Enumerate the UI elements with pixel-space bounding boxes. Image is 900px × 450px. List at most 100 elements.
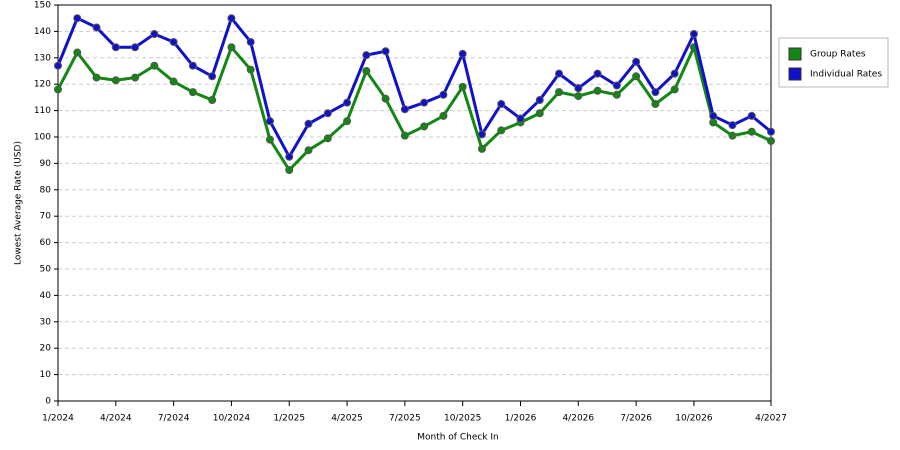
data-point — [246, 37, 255, 46]
series-line — [56, 15, 772, 160]
data-point — [767, 127, 775, 136]
y-tick-label: 40 — [40, 291, 52, 301]
data-point — [343, 98, 352, 107]
y-axis-title: Lowest Average Rate (USD) — [14, 141, 24, 265]
data-point — [555, 69, 564, 78]
data-point — [246, 65, 255, 74]
data-point — [747, 111, 756, 120]
data-point — [381, 94, 390, 103]
y-tick-label: 50 — [40, 265, 52, 275]
legend-label: Individual Rates — [810, 70, 882, 80]
data-point — [747, 127, 756, 136]
x-tick-label: 1/2026 — [505, 414, 537, 424]
x-tick-label: 4/2025 — [331, 414, 363, 424]
x-axis-title: Month of Check In — [417, 433, 499, 443]
data-point — [420, 98, 429, 107]
y-tick-label: 100 — [34, 133, 51, 143]
x-tick-label: 10/2024 — [213, 414, 251, 424]
data-point — [150, 30, 159, 39]
data-point — [612, 81, 621, 90]
data-point — [73, 14, 82, 23]
plot-frame — [57, 4, 772, 402]
data-point — [208, 72, 217, 81]
data-point — [574, 92, 583, 101]
y-tick-label: 130 — [34, 53, 51, 63]
y-tick-label: 30 — [40, 317, 52, 327]
x-tick-label: 4/2024 — [100, 414, 132, 424]
data-point — [535, 96, 544, 105]
data-point — [458, 49, 467, 58]
data-point — [477, 130, 486, 139]
data-point — [131, 73, 140, 82]
data-point — [304, 146, 313, 155]
data-point — [92, 23, 101, 32]
x-tick-label: 1/2024 — [42, 414, 74, 424]
x-tick-label: 10/2026 — [675, 414, 713, 424]
data-point — [477, 144, 486, 153]
data-point — [420, 122, 429, 131]
data-point — [670, 69, 679, 78]
data-point — [458, 82, 467, 91]
series-line — [56, 42, 772, 173]
data-point — [593, 69, 602, 78]
data-point — [150, 61, 159, 70]
data-point — [73, 48, 82, 57]
y-tick-label: 0 — [45, 397, 51, 407]
data-point — [111, 43, 120, 52]
data-point — [304, 119, 313, 128]
x-tick-label: 7/2026 — [620, 414, 652, 424]
data-point — [632, 72, 641, 81]
data-point — [208, 96, 217, 105]
y-tick-label: 20 — [40, 344, 52, 354]
data-point — [632, 57, 641, 66]
data-point — [92, 73, 101, 82]
x-tick-label: 4/2027 — [755, 414, 787, 424]
data-point — [285, 152, 294, 161]
data-point — [574, 84, 583, 93]
data-point — [651, 88, 660, 97]
data-point — [265, 135, 274, 144]
data-point — [285, 166, 294, 174]
data-point — [343, 117, 352, 126]
data-point — [651, 100, 660, 108]
legend-swatch — [788, 67, 802, 81]
data-point — [555, 88, 564, 97]
data-point — [400, 105, 409, 114]
data-point — [516, 114, 525, 123]
y-tick-label: 70 — [40, 212, 52, 222]
data-point — [497, 100, 506, 108]
x-tick-label: 1/2025 — [273, 414, 305, 424]
data-point — [227, 14, 236, 23]
data-point — [400, 131, 409, 140]
data-point — [323, 109, 332, 118]
data-point — [497, 126, 506, 135]
data-point — [362, 51, 371, 60]
data-point — [54, 61, 62, 70]
legend-swatch — [788, 47, 802, 61]
x-tick-label: 7/2024 — [158, 414, 190, 424]
data-point — [169, 77, 178, 86]
data-point — [728, 121, 737, 130]
x-tick-label: 4/2026 — [562, 414, 594, 424]
data-point — [323, 134, 332, 143]
x-tick-label: 10/2025 — [444, 414, 481, 424]
data-point — [767, 136, 775, 145]
data-point — [612, 90, 621, 99]
legend-label: Group Rates — [810, 50, 866, 60]
y-tick-label: 150 — [34, 1, 51, 11]
data-point — [535, 109, 544, 118]
y-tick-label: 10 — [40, 370, 52, 380]
data-point — [54, 85, 62, 94]
data-point — [439, 111, 448, 120]
y-tick-label: 120 — [34, 80, 51, 90]
data-point — [188, 61, 197, 70]
data-point — [593, 86, 602, 95]
data-point — [728, 131, 737, 140]
data-point — [227, 43, 236, 52]
data-point — [670, 85, 679, 94]
data-point — [689, 30, 698, 39]
data-point — [169, 37, 178, 46]
data-point — [188, 88, 197, 97]
data-point — [709, 118, 718, 127]
data-point — [111, 76, 120, 85]
